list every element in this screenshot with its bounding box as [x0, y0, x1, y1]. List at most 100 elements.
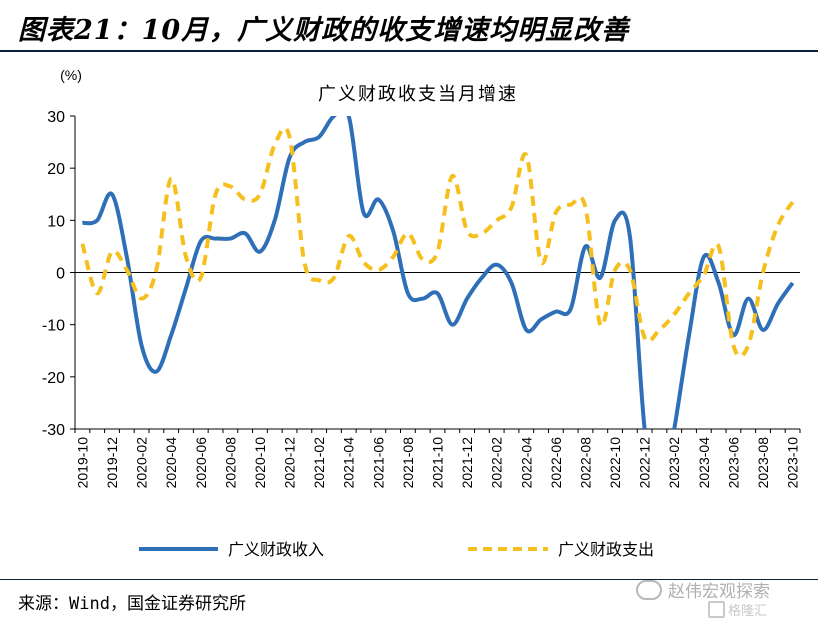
x-tick-label: 2022-04 [518, 437, 534, 489]
expenditure-point [674, 314, 675, 315]
revenue-point [111, 194, 112, 195]
revenue-point [437, 293, 438, 294]
expenditure-point [111, 251, 112, 252]
x-tick-label: 2023-02 [666, 437, 682, 489]
logo-mark-icon [708, 601, 725, 618]
expenditure-point [792, 202, 793, 203]
revenue-point [259, 251, 260, 252]
wechat-icon [636, 580, 662, 600]
revenue-point [378, 199, 379, 200]
revenue-point [393, 230, 394, 231]
expenditure-point [230, 186, 231, 187]
y-tick-label: 30 [47, 109, 65, 126]
x-tick-label: 2021-04 [341, 437, 357, 489]
x-tick-label: 2021-02 [311, 437, 327, 489]
y-tick-label: 0 [56, 266, 65, 283]
x-tick-label: 2020-02 [134, 437, 150, 489]
revenue-point [777, 303, 778, 304]
revenue-point [718, 282, 719, 283]
expenditure-point [570, 204, 571, 205]
x-tick-label: 2019-10 [74, 437, 90, 489]
revenue-point [763, 329, 764, 330]
revenue-point [319, 136, 320, 137]
revenue-point [689, 335, 690, 336]
expenditure-point [526, 155, 527, 156]
revenue-point [467, 298, 468, 299]
revenue-point [82, 222, 83, 223]
x-tick-label: 2023-10 [785, 437, 801, 489]
y-tick-label: 20 [47, 161, 65, 178]
legend-label-revenue: 广义财政收入 [228, 540, 324, 559]
revenue-point [348, 116, 349, 117]
gelonghui-logo: 格隆汇 [708, 600, 767, 619]
revenue-point [615, 220, 616, 221]
x-tick-label: 2022-02 [489, 437, 505, 489]
source-note: 来源：Wind，国金证券研究所 [18, 594, 246, 614]
series-line-expenditure [80, 126, 795, 359]
x-tick-label: 2020-08 [222, 437, 238, 489]
expenditure-point [156, 269, 157, 270]
expenditure-point [200, 277, 201, 278]
x-tick-label: 2020-10 [252, 437, 268, 489]
expenditure-point [215, 194, 216, 195]
revenue-point [659, 507, 660, 508]
expenditure-point [171, 178, 172, 179]
revenue-point [97, 220, 98, 221]
expenditure-point [763, 272, 764, 273]
expenditure-point [555, 212, 556, 213]
legend-label-expenditure: 广义财政支出 [558, 540, 654, 559]
revenue-point [703, 256, 704, 257]
x-tick-label: 2021-10 [430, 437, 446, 489]
y-tick-label: -10 [42, 318, 65, 335]
revenue-point [541, 319, 542, 320]
y-tick-label: -20 [42, 370, 65, 387]
revenue-point [171, 335, 172, 336]
expenditure-point [659, 329, 660, 330]
x-tick-label: 2020-12 [282, 437, 298, 489]
x-tick-label: 2022-10 [607, 437, 623, 489]
expenditure-point [185, 256, 186, 257]
expenditure-point [141, 298, 142, 299]
x-tick-label: 2022-12 [637, 437, 653, 489]
expenditure-point [363, 262, 364, 263]
legend: 广义财政收入 广义财政支出 [139, 540, 654, 559]
expenditure-point [629, 269, 630, 270]
line-chart: (%) 广义财政收支当月增速 30 20 10 0 -10 -20 -30 2019-10 2… [42, 67, 801, 559]
chart-title: 广义财政收支当月增速 [318, 84, 518, 105]
watermark-text: 赵伟宏观探索 [668, 582, 770, 602]
revenue-point [570, 309, 571, 310]
x-tick-label: 2023-06 [725, 437, 741, 489]
revenue-point [274, 220, 275, 221]
revenue-point [230, 238, 231, 239]
revenue-point [156, 371, 157, 372]
series-line-revenue [82, 116, 795, 429]
revenue-point [422, 298, 423, 299]
expenditure-point [748, 345, 749, 346]
revenue-point [748, 298, 749, 299]
expenditure-point [615, 269, 616, 270]
logo-text: 格隆汇 [728, 604, 768, 619]
expenditure-point [97, 293, 98, 294]
expenditure-point [777, 225, 778, 226]
x-tick-label: 2021-12 [459, 437, 475, 489]
revenue-point [792, 282, 793, 283]
x-tick-label: 2023-08 [755, 437, 771, 489]
expenditure-point [245, 199, 246, 200]
expenditure-point [437, 251, 438, 252]
revenue-point [585, 246, 586, 247]
expenditure-point [585, 207, 586, 208]
expenditure-point [467, 230, 468, 231]
y-axis-unit: (%) [60, 67, 82, 83]
expenditure-point [378, 269, 379, 270]
x-tick-label: 2019-12 [104, 437, 120, 489]
x-tick-label: 2023-04 [696, 437, 712, 489]
y-tick-label: -30 [42, 422, 65, 439]
expenditure-point [333, 277, 334, 278]
revenue-point [245, 233, 246, 234]
watermark: 赵伟宏观探索 [636, 577, 770, 602]
revenue-point [289, 157, 290, 158]
revenue-point [452, 324, 453, 325]
expenditure-point [82, 243, 83, 244]
expenditure-point [393, 256, 394, 257]
expenditure-point [289, 136, 290, 137]
